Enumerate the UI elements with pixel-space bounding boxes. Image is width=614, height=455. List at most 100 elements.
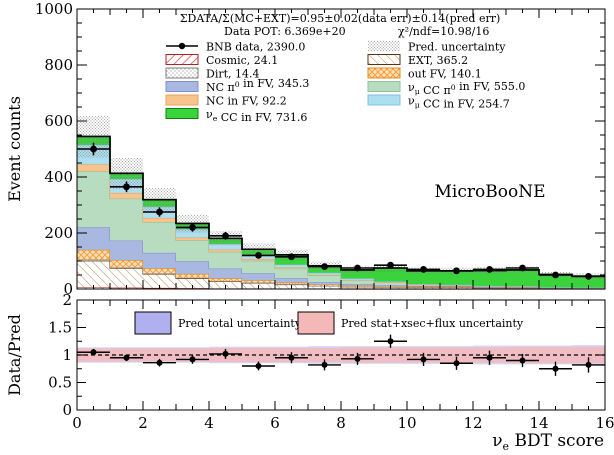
bar-ext-2 [143,273,176,288]
legend-swatch-nue_cc [165,108,199,119]
bar-nc_other-3 [176,237,209,241]
bar-nc_other-1 [110,192,143,199]
bar-numu_pi0-9 [374,282,407,286]
legend-bottom-label-unc_band_stat: Pred stat+xsec+flux uncertainty [341,317,524,330]
ratio-point-0 [90,349,97,356]
legend-swatch-ext [367,54,401,65]
bar-out_fv-5 [242,280,275,283]
legend-swatch-nc_other [165,94,199,106]
ratio-point-2 [156,359,163,366]
data-point-9 [387,261,394,269]
bar-out_fv-0 [77,249,110,260]
bar-out_fv-4 [209,278,242,282]
x-axis-label: νe BDT score [492,431,604,453]
bar-out_fv-1 [110,260,143,268]
ratio-panel: 0 0.5 1 1.5 2 0 2 4 6 8 10 12 14 16 [48,291,614,432]
bar-nue_cc-8 [341,269,374,279]
bar-numu_cc-3 [176,229,209,238]
bar-nc_pi0-2 [143,252,176,269]
data-point-15 [585,273,592,280]
xtick-label-16: 16 [595,414,614,432]
data-points [77,142,605,280]
bar-numu_pi0-2 [143,222,176,253]
legend-label-numu_cc: νμ CC in FV, 254.7 [408,95,510,111]
ytick-label-1000: 1000 [35,0,73,18]
ratio-point-14 [552,365,559,372]
legend-swatch-numu_cc [367,94,401,106]
ytick-label-0: 0 [63,280,73,298]
data-point-7 [321,263,328,270]
xtick-label-12: 12 [463,414,482,432]
legend-swatch-out_fv [367,67,401,79]
ytick-label-600: 600 [44,112,73,130]
legend-label-nc_pi0: NC π0 in FV, 345.3 [206,77,309,94]
bar-out_fv-2 [143,268,176,274]
xtick-label-2: 2 [138,414,148,432]
data-point-5 [255,252,262,259]
data-point-0 [90,145,97,153]
band-stat-5 [242,347,275,363]
bar-nc_pi0-3 [176,261,209,274]
xtick-label-10: 10 [397,414,416,432]
bar-out_fv-6 [275,282,308,285]
ratio-point-10 [420,356,427,363]
bar-nc_pi0-1 [110,240,143,261]
ratio-point-6 [288,354,295,361]
legend-label-nue_cc: νe CC in FV, 731.6 [206,108,307,124]
bar-nue_cc-13 [506,269,539,287]
bar-numu_pi0-5 [242,260,275,274]
bar-numu_cc-8 [341,278,374,280]
band-stat-9 [374,347,407,363]
bar-numu_pi0-7 [308,275,341,283]
bar-ext-0 [77,260,110,288]
bar-numu_cc-6 [275,264,308,268]
bar-numu_pi0-6 [275,268,308,279]
bar-nc_other-5 [242,259,275,261]
data-point-13 [519,264,526,272]
bar-numu_pi0-4 [209,251,242,269]
ratio-point-8 [354,355,361,362]
xtick-label-14: 14 [529,414,548,432]
bar-nc_other-4 [209,249,242,252]
ratio-ytick-label-1.5: 1.5 [48,319,72,337]
bar-nc_pi0-5 [242,273,275,281]
data-point-12 [486,266,493,273]
legend-swatch-dirt [165,67,199,79]
bar-numu_pi0-3 [176,240,209,262]
legend-bottom-swatch-unc_band_total [134,311,172,335]
data-point-11 [453,267,460,275]
legend-top: BNB data, 2390.0 Pred. uncertainty Cosmic,… [165,41,525,124]
legend-bottom-swatch-unc_band_stat [297,311,335,335]
xtick-label-6: 6 [270,414,280,432]
ytick-label-400: 400 [44,168,73,186]
bar-nue_cc-14 [539,274,572,288]
xtick-label-0: 0 [72,414,82,432]
ratio-ytick-label-1: 1 [62,346,72,364]
bottom-plot-frame [76,299,606,411]
bar-nc_pi0-8 [341,284,374,286]
data-point-8 [354,264,361,272]
bar-nc_pi0-6 [275,278,308,283]
xtick-label-4: 4 [204,414,214,432]
bar-nc_other-0 [77,164,110,172]
bar-out_fv-3 [176,273,209,278]
data-point-2 [156,208,163,216]
ratio-point-1 [123,354,130,361]
bar-numu_cc-7 [308,272,341,275]
data-point-14 [552,271,559,279]
bar-nue_cc-12 [473,270,506,286]
legend-swatch-pred_unc [368,41,400,51]
ratio-points [77,334,605,376]
ratio-ytick-label-0.5: 0.5 [48,374,72,392]
ratio-point-5 [255,363,262,369]
ytick-label-200: 200 [44,224,73,242]
legend-label-cosmic: Cosmic, 24.1 [206,54,278,67]
legend-bottom: Pred total uncertainty Pred stat+xsec+flu… [134,311,524,335]
bar-numu_pi0-8 [341,280,374,285]
legend-label-ext: EXT, 365.2 [408,54,468,67]
legend-swatch-numu_pi0 [367,81,401,92]
bar-nc_pi0-7 [308,282,341,285]
chi2-label: χ²/ndf=10.98/16 [398,25,489,38]
series-nc_pi0 [77,226,605,289]
